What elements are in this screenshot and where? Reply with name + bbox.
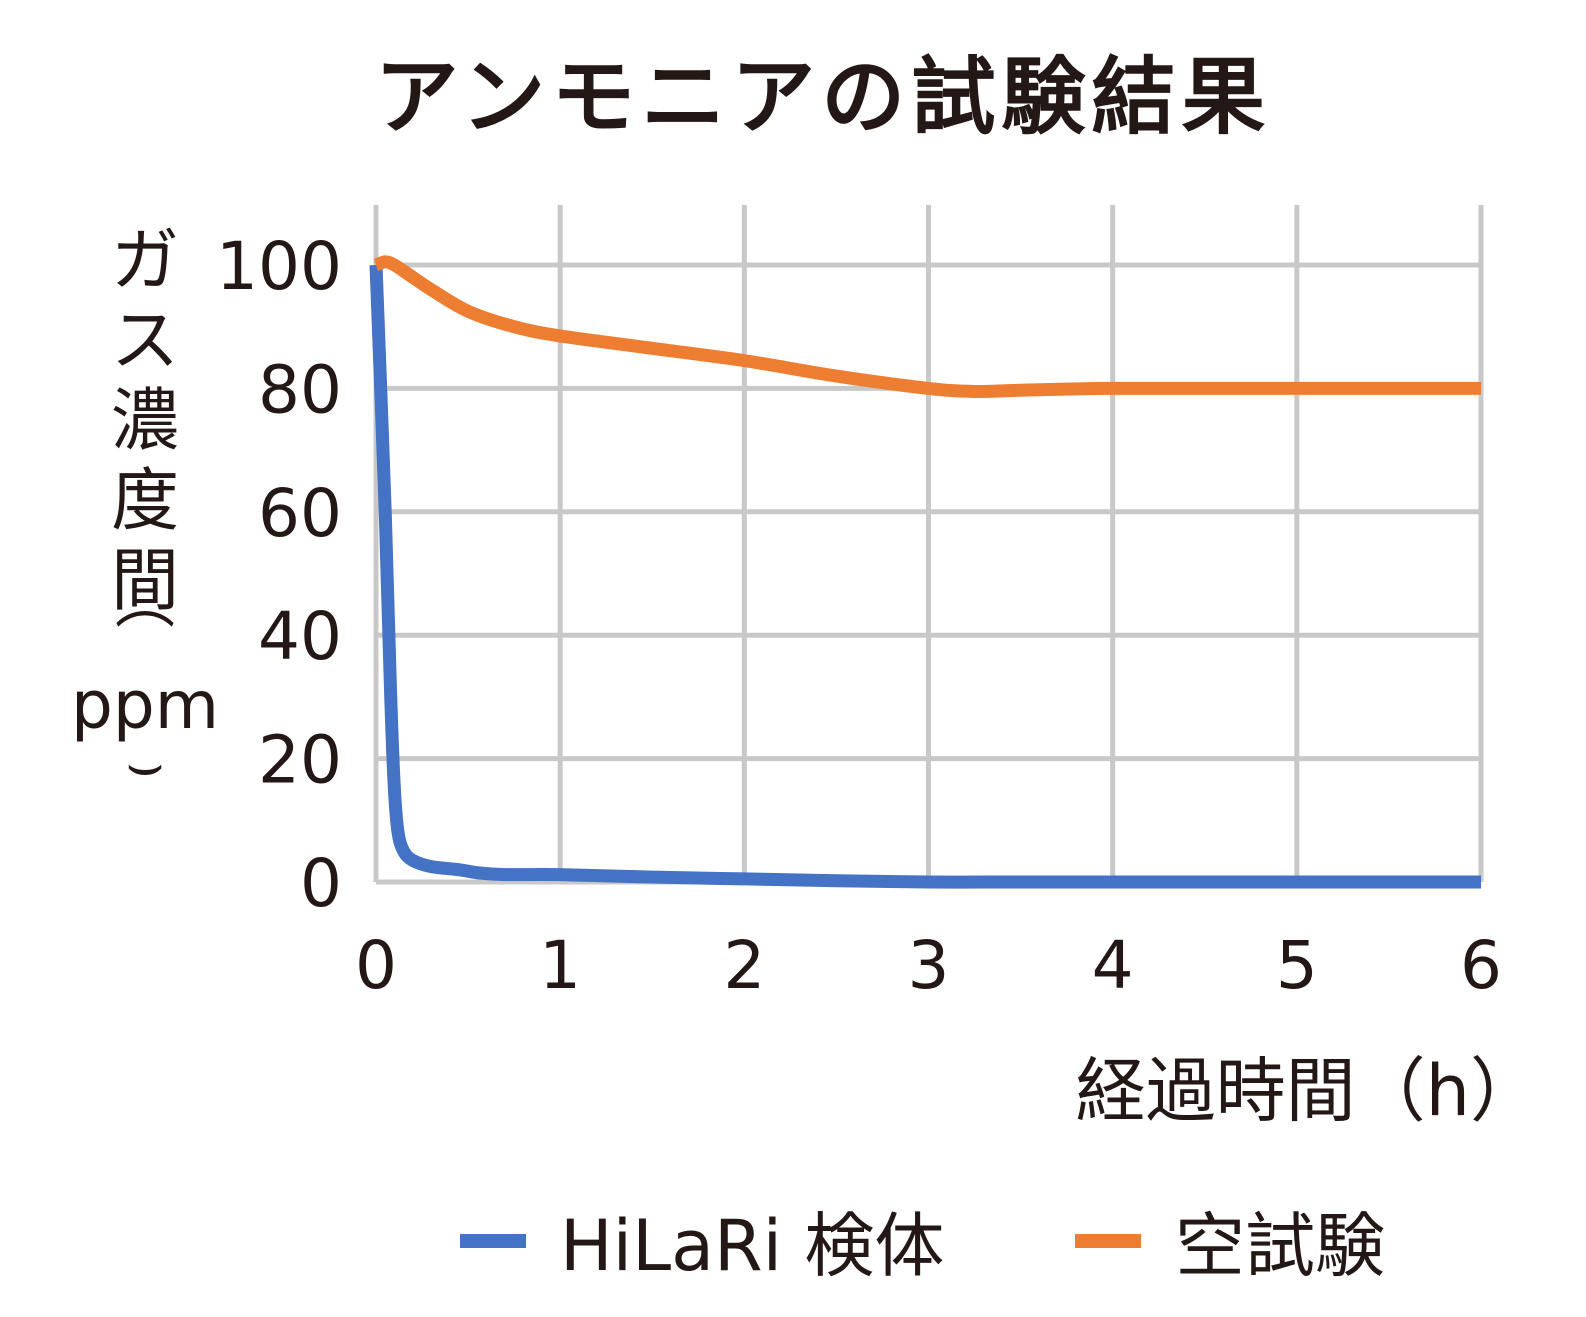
y-tick-label: 0 [300, 845, 342, 922]
legend-item-hilari: HiLaRi 検体 [460, 1190, 944, 1291]
x-tick-label: 6 [1460, 927, 1502, 1004]
y-axis-title-char: 間 [110, 542, 179, 621]
x-tick-label: 4 [1092, 927, 1134, 1004]
legend-swatch-hilari [460, 1233, 526, 1248]
y-axis-title-char: ス [110, 302, 179, 381]
x-axis-label: 経過時間（h） [1075, 1050, 1540, 1132]
legend: HiLaRi 検体 空試験 [0, 1190, 1586, 1287]
x-tick-label: 3 [908, 927, 950, 1004]
y-axis-label: ガス濃度間 ⌒ ppm ⌣ [71, 222, 219, 794]
series-line-1 [373, 255, 1481, 399]
y-tick-label: 20 [258, 722, 342, 799]
legend-swatch-blank-test [1075, 1233, 1141, 1248]
x-tick-label: 1 [539, 927, 581, 1004]
grid [373, 205, 1484, 885]
y-axis-title-char: ガ [110, 222, 179, 301]
series-line-0 [369, 264, 1481, 889]
y-tick-label: 40 [258, 598, 342, 675]
y-axis-unit: ⌒ ppm ⌣ [70, 612, 220, 794]
y-tick-label: 60 [258, 475, 342, 552]
x-tick-labels: 0 1 2 3 4 5 6 [355, 927, 1502, 1004]
legend-label-hilari: HiLaRi 検体 [560, 1205, 945, 1287]
y-axis-title: ガス濃度間 [100, 222, 190, 622]
series-lines [369, 255, 1481, 889]
y-tick-label: 100 [216, 228, 342, 305]
legend-item-blank-test: 空試験 [1075, 1190, 1385, 1291]
y-tick-label: 80 [258, 351, 342, 428]
y-axis-unit-text: ppm [70, 667, 220, 744]
y-tick-labels: 0 20 40 60 80 100 [216, 228, 342, 922]
chart-title: アンモニアの試験結果 [374, 48, 1272, 146]
y-axis-title-char: 濃 [110, 382, 179, 461]
x-tick-label: 5 [1276, 927, 1318, 1004]
legend-label-blank-test: 空試験 [1175, 1205, 1385, 1287]
y-axis-title-char: 度 [110, 462, 179, 541]
x-tick-label: 0 [355, 927, 397, 1004]
x-tick-label: 2 [723, 927, 765, 1004]
